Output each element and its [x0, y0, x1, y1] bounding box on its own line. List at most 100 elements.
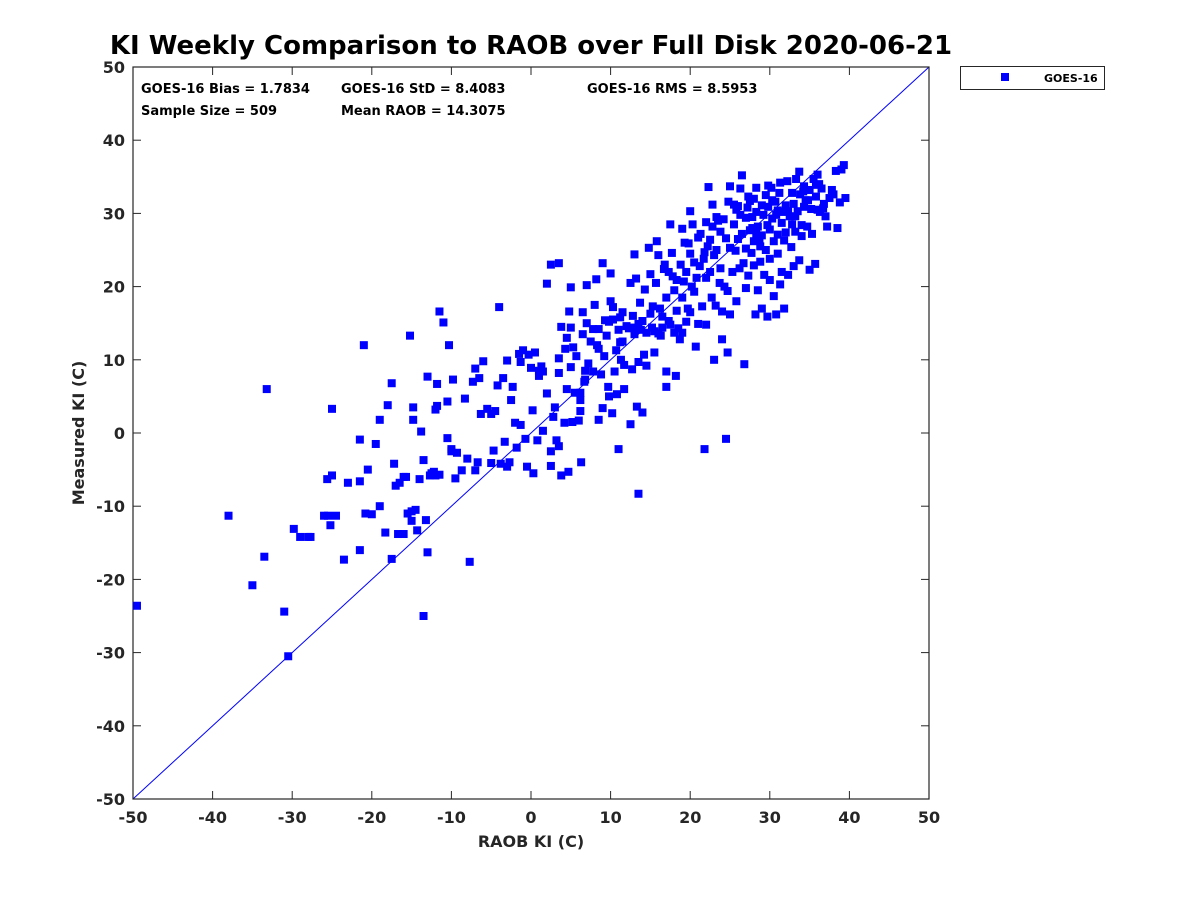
data-point: [387, 379, 396, 388]
data-point: [694, 319, 703, 328]
data-point: [566, 283, 575, 292]
data-point: [723, 348, 732, 357]
data-point: [577, 458, 586, 467]
data-point: [620, 360, 629, 369]
data-point: [797, 221, 806, 230]
data-point: [516, 357, 525, 366]
data-point: [475, 374, 484, 383]
data-point: [788, 188, 797, 197]
data-point: [568, 418, 577, 427]
data-point: [394, 530, 403, 539]
data-point: [602, 331, 611, 340]
data-point: [686, 207, 695, 216]
data-point: [664, 317, 673, 326]
data-point: [640, 285, 649, 294]
data-point: [443, 434, 452, 443]
legend: GOES-16: [960, 66, 1105, 90]
data-point: [708, 200, 717, 209]
data-point: [749, 237, 758, 246]
data-point: [359, 341, 368, 350]
data-point: [476, 409, 485, 418]
data-point: [829, 190, 838, 199]
data-point: [655, 304, 664, 313]
legend-box: [960, 66, 1105, 90]
data-point: [678, 328, 687, 337]
data-point: [706, 235, 715, 244]
x-tick-label: 0: [525, 808, 536, 827]
data-point: [538, 367, 547, 376]
data-point: [819, 199, 828, 208]
data-point: [662, 293, 671, 302]
data-point: [542, 389, 551, 398]
data-point: [765, 254, 774, 263]
data-point: [616, 313, 625, 322]
data-point: [763, 221, 772, 230]
legend-label: GOES-16: [1044, 72, 1098, 85]
data-point: [323, 475, 332, 484]
data-point: [640, 350, 649, 359]
data-point: [761, 191, 770, 200]
data-point: [752, 207, 761, 216]
data-point: [776, 178, 785, 187]
data-point: [702, 273, 711, 282]
x-axis-label: RAOB KI (C): [478, 832, 584, 851]
data-point: [634, 489, 643, 498]
data-point: [837, 165, 846, 174]
data-point: [723, 286, 732, 295]
data-point: [752, 183, 761, 192]
data-point: [538, 426, 547, 435]
data-point: [512, 443, 521, 452]
data-point: [614, 445, 623, 454]
data-point: [582, 281, 591, 290]
data-point: [800, 202, 809, 211]
data-point: [718, 335, 727, 344]
y-tick-label: -10: [96, 497, 125, 516]
data-point: [505, 458, 514, 467]
data-point: [760, 270, 769, 279]
data-point: [590, 300, 599, 309]
data-point: [773, 249, 782, 258]
data-point: [811, 259, 820, 268]
data-point: [355, 477, 364, 486]
data-point: [530, 348, 539, 357]
data-point: [768, 196, 777, 205]
data-point: [471, 466, 480, 475]
data-point: [578, 330, 587, 339]
data-point: [447, 447, 456, 456]
data-point: [296, 532, 305, 541]
x-tick-label: 50: [918, 808, 940, 827]
data-point: [395, 478, 404, 487]
data-point: [592, 275, 601, 284]
data-point: [419, 612, 428, 620]
data-point: [682, 267, 691, 276]
data-point: [704, 183, 713, 192]
data-point: [581, 375, 590, 384]
data-point: [528, 406, 537, 415]
data-point: [749, 194, 758, 203]
data-point: [593, 341, 602, 350]
data-point: [630, 250, 639, 259]
data-point: [737, 171, 746, 180]
data-point: [716, 227, 725, 236]
data-point: [499, 374, 508, 383]
data-point: [608, 409, 617, 418]
data-point: [632, 274, 641, 283]
data-point: [618, 308, 627, 317]
data-point: [671, 371, 680, 380]
data-point: [805, 185, 814, 194]
data-point: [784, 270, 793, 279]
data-point: [326, 521, 335, 530]
data-point: [733, 235, 742, 244]
data-point: [757, 231, 766, 240]
data-point: [339, 555, 348, 564]
data-point: [664, 267, 673, 276]
data-point: [355, 546, 364, 555]
data-point: [672, 306, 681, 315]
data-point: [471, 364, 480, 373]
data-point: [503, 356, 512, 365]
data-point: [546, 447, 555, 456]
data-point: [409, 415, 418, 424]
data-point: [795, 167, 804, 176]
data-point: [624, 324, 633, 333]
data-point: [718, 307, 727, 316]
